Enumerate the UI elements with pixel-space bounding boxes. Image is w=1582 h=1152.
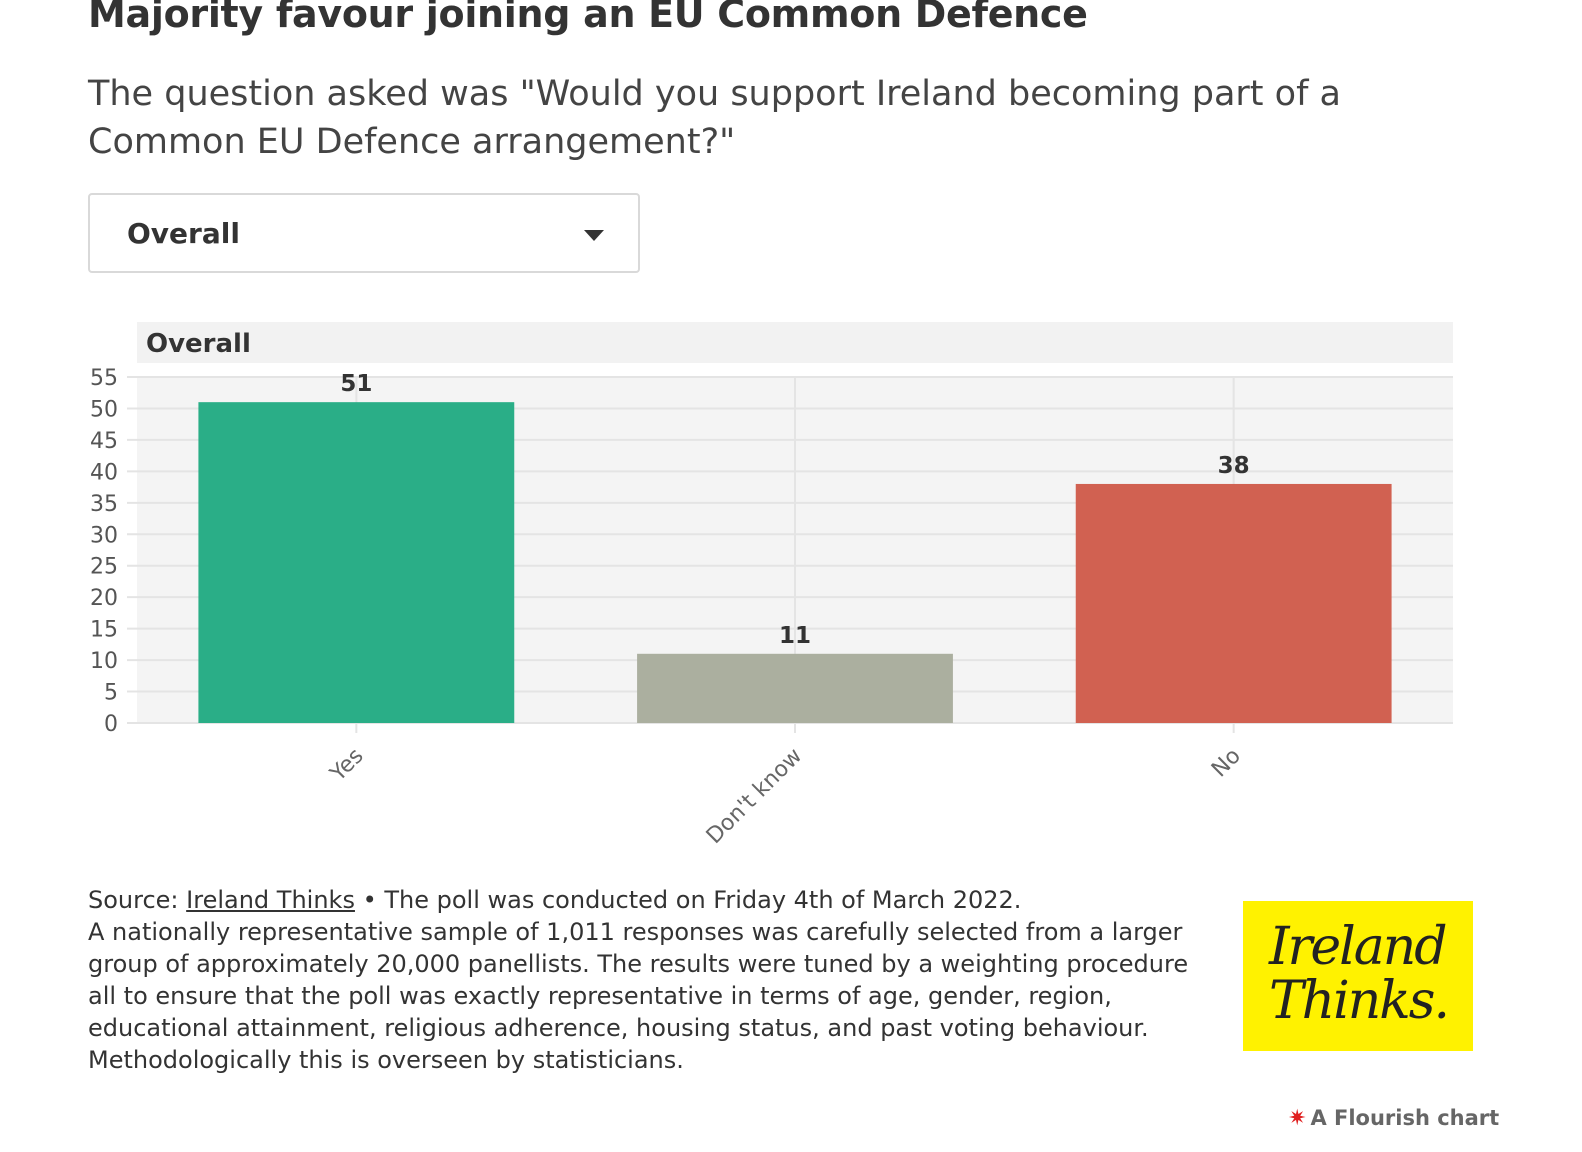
chart-subtitle: The question asked was "Would you suppor… (88, 74, 1341, 162)
filter-selected-value: Overall (127, 217, 240, 250)
data-label: 11 (779, 623, 811, 649)
source-link[interactable]: Ireland Thinks (186, 886, 355, 914)
y-tick-label: 35 (90, 492, 118, 517)
y-tick-label: 5 (104, 681, 118, 706)
y-tick-label: 25 (90, 555, 118, 580)
methodology-note: A nationally representative sample of 1,… (88, 918, 1189, 1074)
bar-no[interactable] (1075, 483, 1392, 723)
flourish-star-icon: ✷ (1288, 1106, 1307, 1131)
y-tick-label: 40 (90, 460, 118, 485)
y-tick-label: 30 (90, 523, 118, 548)
y-tick-label: 15 (90, 618, 118, 643)
source-prefix: Source: (88, 886, 187, 914)
panel-title: Overall (146, 329, 251, 359)
y-tick-label: 0 (104, 712, 118, 737)
x-tick-label: No (1207, 744, 1246, 783)
x-tick-label: Don't know (702, 744, 807, 849)
y-tick-label: 45 (90, 429, 118, 454)
data-label: 51 (340, 371, 372, 397)
y-tick-label: 55 (90, 366, 118, 391)
source-suffix: • The poll was conducted on Friday 4th o… (354, 886, 1022, 914)
chart-title: Majority favour joining an EU Common Def… (88, 0, 1088, 36)
bar-yes[interactable] (198, 402, 515, 723)
filter-dropdown[interactable]: Overall (88, 193, 640, 273)
source-note: Source: Ireland Thinks • The poll was co… (88, 884, 1208, 1076)
ireland-thinks-logo[interactable]: Ireland Thinks. (1243, 901, 1473, 1051)
credit-label: A Flourish chart (1310, 1106, 1500, 1130)
y-tick-label: 20 (90, 586, 118, 611)
data-label: 38 (1218, 453, 1250, 479)
logo-line-2: Thinks. (1269, 971, 1450, 1031)
bar-chart: Overall 0 5 10 15 20 25 30 35 40 45 50 55 51 Yes 11 Don'… (90, 322, 1453, 849)
y-tick-label: 50 (90, 397, 118, 422)
panel-header (137, 322, 1453, 363)
flourish-credit[interactable]: ✷ A Flourish chart (1288, 1106, 1499, 1131)
y-tick-label: 10 (90, 649, 118, 674)
logo-line-1: Ireland (1269, 917, 1448, 977)
x-tick-label: Yes (325, 744, 368, 787)
chevron-down-icon (584, 230, 604, 241)
bar-don-t-know[interactable] (637, 653, 953, 723)
